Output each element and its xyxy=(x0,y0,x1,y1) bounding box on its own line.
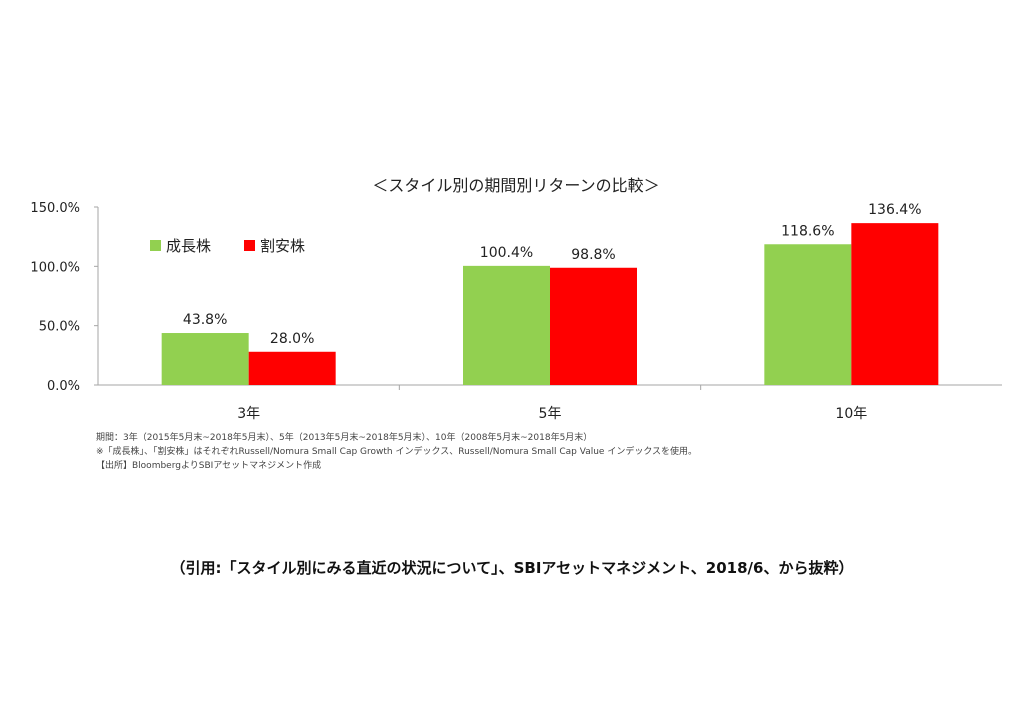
data-label: 136.4% xyxy=(868,202,921,218)
x-tick-label: 5年 xyxy=(539,406,562,422)
bar-growth xyxy=(161,333,249,385)
y-tick-label: 100.0% xyxy=(30,260,80,275)
legend-swatch xyxy=(150,240,161,251)
note-index: ※「成長株」、「割安株」はそれぞれRussell/Nomura Small Ca… xyxy=(96,447,698,457)
legend-label: 成長株 xyxy=(166,237,211,255)
note-period: 期間：3年（2015年5月末~2018年5月末）、5年（2013年5月末~201… xyxy=(96,433,593,443)
bar-value xyxy=(550,267,637,385)
legend-swatch xyxy=(244,240,255,251)
data-label: 43.8% xyxy=(183,312,227,328)
x-tick-label: 10年 xyxy=(835,406,867,422)
chart-title: ＜スタイル別の期間別リターンの比較＞ xyxy=(372,176,659,195)
data-label: 100.4% xyxy=(480,245,533,261)
y-tick-label: 50.0% xyxy=(39,320,80,335)
bar-growth xyxy=(764,244,852,385)
y-tick-label: 150.0% xyxy=(30,201,80,216)
data-label: 28.0% xyxy=(270,331,314,347)
citation: （引用:「スタイル別にみる直近の状況について」、SBIアセットマネジメント、20… xyxy=(170,559,854,577)
bar-growth xyxy=(463,265,550,385)
y-tick-label: 0.0% xyxy=(47,379,80,394)
chart-notes: 期間：3年（2015年5月末~2018年5月末）、5年（2013年5月末~201… xyxy=(96,431,996,473)
legend-label: 割安株 xyxy=(260,237,305,255)
x-tick-label: 3年 xyxy=(237,406,260,422)
data-label: 118.6% xyxy=(781,223,834,239)
data-label: 98.8% xyxy=(571,247,615,263)
bar-value xyxy=(248,351,336,385)
bar-value xyxy=(851,223,939,385)
note-source: 【出所】BloombergよりSBIアセットマネジメント作成 xyxy=(96,461,322,471)
